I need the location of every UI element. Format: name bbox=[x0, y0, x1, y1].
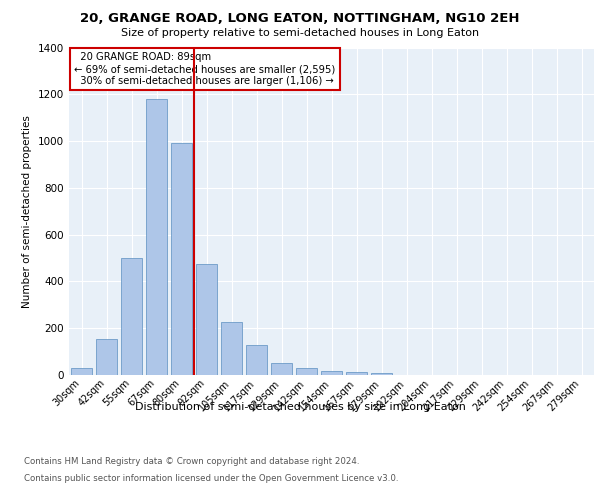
Text: 20 GRANGE ROAD: 89sqm
← 69% of semi-detached houses are smaller (2,595)
  30% of: 20 GRANGE ROAD: 89sqm ← 69% of semi-deta… bbox=[74, 52, 335, 86]
Bar bbox=[171, 144, 192, 375]
Bar bbox=[296, 368, 317, 375]
Bar bbox=[146, 99, 167, 375]
Bar bbox=[371, 373, 392, 375]
Bar bbox=[246, 344, 267, 375]
Bar bbox=[71, 368, 92, 375]
Bar bbox=[346, 372, 367, 375]
Bar bbox=[321, 371, 342, 375]
Text: Contains public sector information licensed under the Open Government Licence v3: Contains public sector information licen… bbox=[24, 474, 398, 483]
Y-axis label: Number of semi-detached properties: Number of semi-detached properties bbox=[22, 115, 32, 308]
Text: Distribution of semi-detached houses by size in Long Eaton: Distribution of semi-detached houses by … bbox=[134, 402, 466, 412]
Text: Size of property relative to semi-detached houses in Long Eaton: Size of property relative to semi-detach… bbox=[121, 28, 479, 38]
Text: Contains HM Land Registry data © Crown copyright and database right 2024.: Contains HM Land Registry data © Crown c… bbox=[24, 458, 359, 466]
Bar bbox=[121, 258, 142, 375]
Bar bbox=[96, 338, 117, 375]
Bar bbox=[196, 264, 217, 375]
Bar bbox=[221, 322, 242, 375]
Bar bbox=[271, 364, 292, 375]
Text: 20, GRANGE ROAD, LONG EATON, NOTTINGHAM, NG10 2EH: 20, GRANGE ROAD, LONG EATON, NOTTINGHAM,… bbox=[80, 12, 520, 26]
